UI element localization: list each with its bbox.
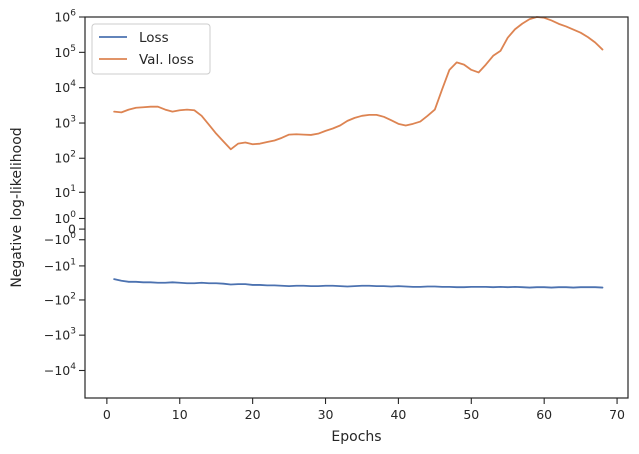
y-tick-label: 105 bbox=[54, 44, 76, 60]
x-tick-label: 60 bbox=[536, 407, 552, 422]
plot-lines bbox=[113, 16, 604, 289]
series-line-val-loss bbox=[113, 16, 604, 151]
y-axis-title: Negative log-likelihood bbox=[9, 127, 25, 287]
x-tick-label: 40 bbox=[390, 407, 406, 422]
x-tick-label: 20 bbox=[245, 407, 261, 422]
x-tick-label: 0 bbox=[103, 407, 111, 422]
x-tick-label: 70 bbox=[609, 407, 625, 422]
x-tick-label: 10 bbox=[172, 407, 188, 422]
y-tick-label: 103 bbox=[54, 115, 76, 131]
series-line-loss bbox=[113, 278, 604, 289]
x-axis-title: Epochs bbox=[331, 429, 381, 445]
y-tick-label: 102 bbox=[54, 150, 76, 166]
y-tick-label: 101 bbox=[54, 184, 76, 200]
y-tick-label: 0 bbox=[68, 222, 76, 237]
y-tick-label: −103 bbox=[44, 327, 76, 343]
legend: Loss Val. loss bbox=[91, 23, 211, 75]
x-tick-label: 50 bbox=[463, 407, 479, 422]
x-tick-label: 30 bbox=[318, 407, 334, 422]
y-tick-label: −102 bbox=[44, 291, 76, 307]
legend-label-loss: Loss bbox=[139, 30, 169, 46]
y-tick-label: 100 bbox=[54, 210, 76, 226]
x-axis: 0 10 20 30 40 50 60 70 bbox=[103, 398, 625, 422]
y-tick-label: 104 bbox=[54, 79, 76, 95]
y-tick-label: −100 bbox=[44, 231, 76, 247]
legend-label-val-loss: Val. loss bbox=[139, 52, 194, 68]
plot-frame bbox=[84, 16, 629, 399]
y-tick-label: 106 bbox=[54, 9, 76, 25]
y-tick-label: −104 bbox=[44, 362, 76, 378]
y-tick-label: −101 bbox=[44, 257, 76, 273]
